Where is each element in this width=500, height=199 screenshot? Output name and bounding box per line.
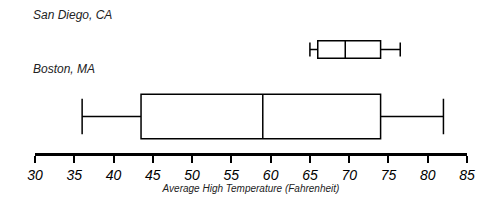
svg-text:30: 30: [27, 167, 43, 183]
svg-text:35: 35: [66, 167, 82, 183]
svg-text:80: 80: [420, 167, 436, 183]
svg-text:55: 55: [224, 167, 240, 183]
svg-text:40: 40: [106, 167, 122, 183]
svg-text:60: 60: [263, 167, 279, 183]
svg-text:75: 75: [381, 167, 397, 183]
svg-text:50: 50: [184, 167, 200, 183]
svg-text:70: 70: [341, 167, 357, 183]
svg-text:85: 85: [459, 167, 475, 183]
svg-text:Average High Temperature (Fahr: Average High Temperature (Fahrenheit): [162, 183, 340, 194]
svg-text:Boston, MA: Boston, MA: [33, 62, 95, 76]
svg-text:San Diego, CA: San Diego, CA: [33, 8, 112, 22]
svg-text:45: 45: [145, 167, 161, 183]
svg-text:65: 65: [302, 167, 318, 183]
